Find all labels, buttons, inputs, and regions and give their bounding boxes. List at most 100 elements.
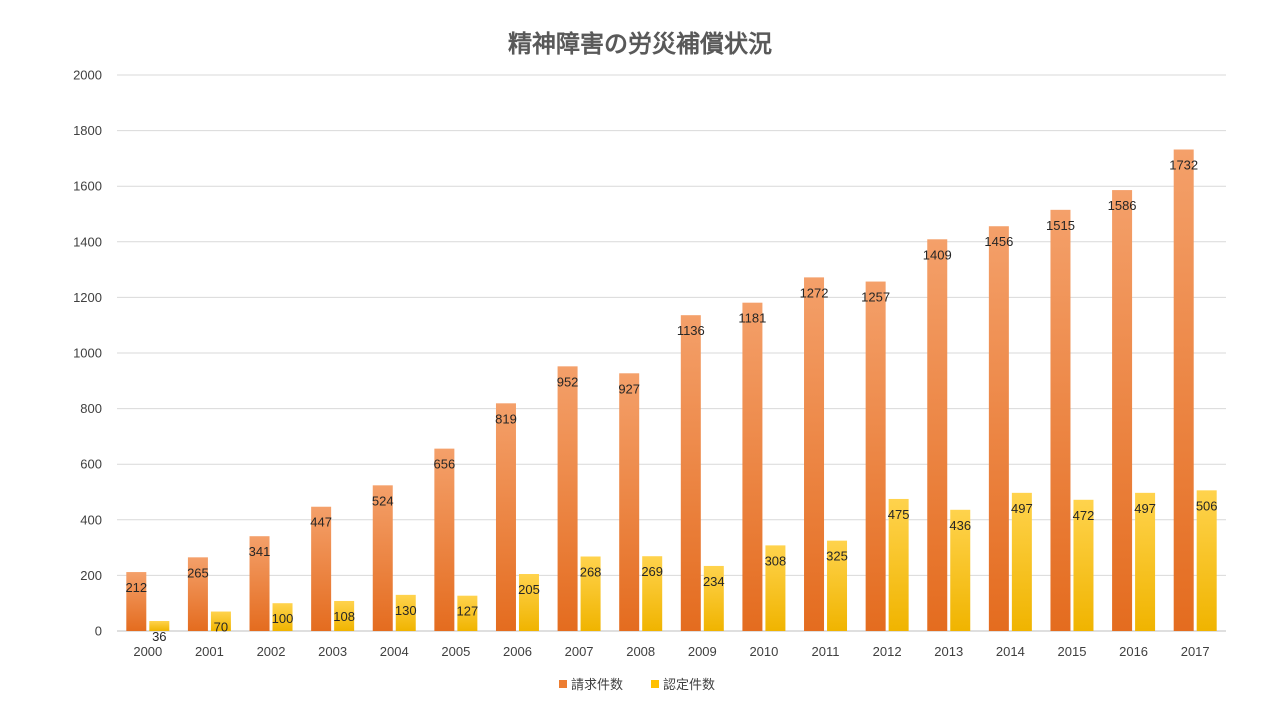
y-tick-label: 200 [80,568,102,583]
bar-approved [1135,492,1156,631]
data-label: 1732 [1169,158,1198,173]
bar-request [680,315,701,631]
y-tick-label: 1800 [73,123,102,138]
bar-request [865,281,886,631]
x-tick-label: 2011 [812,644,840,659]
data-label: 1181 [738,311,766,326]
y-tick-label: 600 [80,457,102,472]
data-label: 497 [1011,501,1033,516]
bar-request [804,277,825,631]
bar-approved [272,603,293,631]
data-label: 497 [1134,501,1156,516]
data-label: 308 [765,553,787,568]
x-tick-label: 2002 [257,644,286,659]
data-labels: 212 36 265 70 341 100 447 108 524 130 656 127 819 205… [125,158,1217,644]
x-tick-label: 2006 [503,644,532,659]
bar-approved [1011,492,1032,631]
bar-approved [888,498,909,631]
data-label: 1515 [1046,218,1075,233]
data-label: 1409 [923,247,952,262]
bar-request [311,506,332,631]
x-tick-label: 2017 [1181,644,1210,659]
data-label: 268 [580,564,602,579]
bar-request [1050,209,1071,631]
chart-title: 精神障害の労災補償状況 [508,30,772,58]
data-label: 100 [272,611,294,626]
data-label: 524 [372,493,394,508]
x-tick-label: 2004 [380,644,409,659]
bar-approved [210,611,231,631]
data-label: 1257 [861,290,890,305]
gridlines [117,74,1226,632]
bar-request [1112,190,1133,632]
legend-label-approved: 認定件数 [663,677,715,693]
data-label: 472 [1073,508,1095,523]
y-tick-label: 1400 [73,234,102,249]
bar-approved [827,540,848,631]
bar-request [988,226,1009,631]
y-tick-label: 1000 [73,346,102,361]
data-label: 341 [249,544,271,559]
bar-approved [765,545,786,631]
legend-label-request: 請求件数 [571,678,623,693]
bar-request [187,557,208,631]
data-label: 819 [495,411,517,426]
data-label: 436 [949,518,971,533]
legend: 請求件数 認定件数 [559,677,715,693]
data-label: 36 [152,629,166,644]
y-tick-label: 2000 [73,68,102,83]
bar-request [249,536,270,631]
bar-approved [518,574,539,631]
bar-approved [149,620,170,631]
legend-swatch-approved [651,680,659,688]
data-label: 1586 [1108,198,1137,213]
x-tick-label: 2001 [195,644,224,659]
data-label: 265 [187,565,209,580]
x-tick-label: 2005 [441,644,470,659]
bar-request [372,485,393,631]
bar-approved [1073,499,1094,631]
bar-approved [580,556,601,631]
bar-request [126,572,147,631]
data-label: 108 [333,609,355,624]
bar-approved [1196,490,1217,631]
bar-approved [334,600,355,631]
bar-request [619,373,640,631]
x-tick-label: 2016 [1119,644,1148,659]
data-label: 127 [457,604,479,619]
y-tick-label: 1600 [73,179,102,194]
data-label: 212 [125,580,147,595]
x-tick-label: 2007 [565,644,594,659]
data-label: 1456 [984,234,1013,249]
data-label: 325 [826,549,848,564]
data-label: 1136 [677,323,705,338]
x-tick-label: 2003 [318,644,347,659]
data-label: 447 [310,515,332,530]
data-label: 475 [888,507,910,522]
x-tick-label: 2000 [133,644,162,659]
data-label: 234 [703,574,725,589]
bar-request [557,366,578,631]
data-label: 952 [557,374,579,389]
data-label: 130 [395,603,417,618]
bar-request [495,403,516,631]
y-axis-ticks: 0 200 400 600 800 1000 1200 1400 1600 1800 2000 [73,68,102,639]
bar-request [434,448,455,631]
data-label: 1272 [800,285,829,300]
bar-request [1173,149,1194,631]
bar-approved [950,509,971,631]
bar-request [927,239,948,631]
bar-approved [457,595,478,631]
y-tick-label: 0 [95,624,102,639]
data-label: 927 [618,381,640,396]
x-axis-ticks: 2000 2001 2002 2003 2004 2005 2006 2007 2008 2009… [133,644,1209,659]
x-tick-label: 2013 [934,644,963,659]
x-tick-label: 2010 [749,644,778,659]
x-tick-label: 2012 [873,644,902,659]
x-tick-label: 2008 [626,644,655,659]
data-label: 70 [214,620,228,635]
bar-approved [395,594,416,631]
bar-request [742,302,763,631]
